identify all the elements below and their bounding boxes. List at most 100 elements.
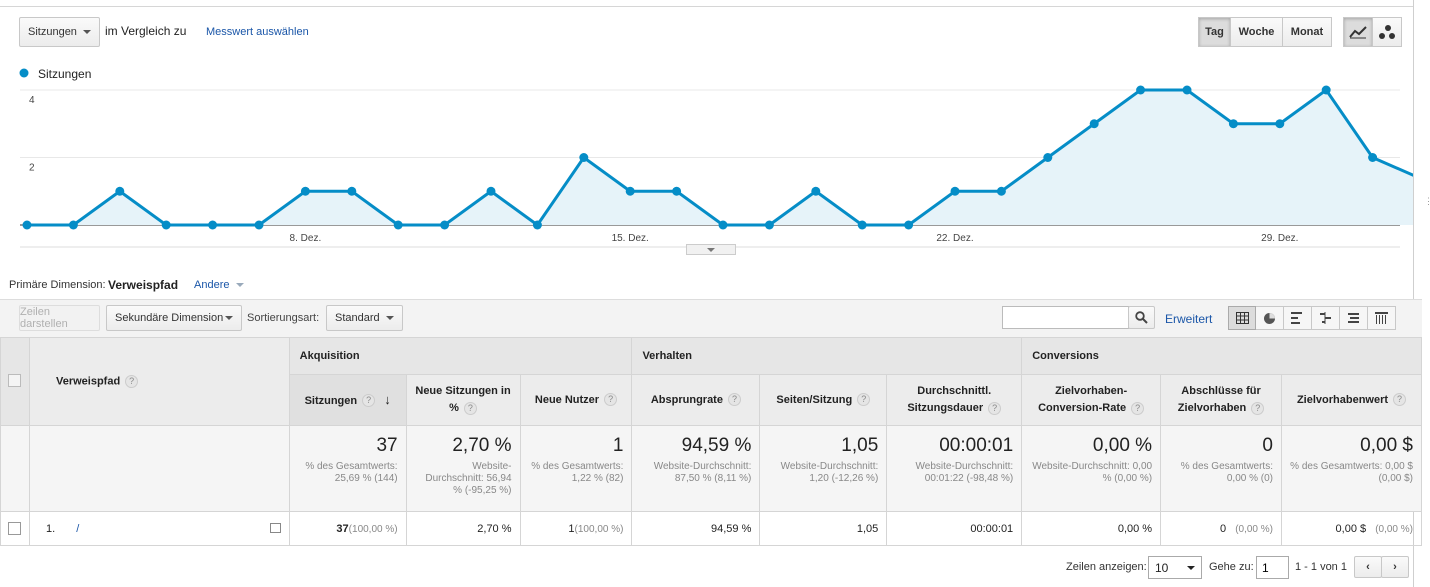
col-header-bounce-rate[interactable]: Absprungrate? bbox=[631, 374, 761, 426]
help-icon[interactable]: ? bbox=[362, 394, 376, 408]
help-icon[interactable]: ? bbox=[604, 393, 618, 407]
term-cloud-view-button[interactable] bbox=[1340, 306, 1368, 330]
col-header-new-users[interactable]: Neue Nutzer? bbox=[519, 374, 633, 426]
row-cell-new-users: 1(100,00 %) bbox=[519, 511, 633, 546]
help-icon[interactable]: ? bbox=[988, 401, 1002, 415]
total-cell: 2,70 % Website-Durchschnitt: 56,94 % (-95… bbox=[405, 425, 521, 512]
data-point bbox=[347, 186, 357, 196]
data-point bbox=[1321, 85, 1331, 95]
data-point bbox=[811, 186, 821, 196]
data-point bbox=[161, 220, 171, 230]
row-value: 37 bbox=[336, 522, 349, 535]
chart-type-toggle bbox=[1343, 17, 1402, 47]
col-header-goal-completions[interactable]: Abschlüsse für Zielvorhaben? bbox=[1160, 374, 1282, 426]
data-point bbox=[1043, 153, 1053, 162]
group-acquisition: Akquisition bbox=[288, 337, 633, 375]
col-header-conversion-rate[interactable]: Zielvorhaben-Conversion-Rate? bbox=[1021, 374, 1162, 426]
data-point bbox=[579, 153, 589, 162]
data-point bbox=[904, 220, 914, 230]
total-value: 00:00:01 bbox=[939, 435, 1014, 456]
group-conversions: Conversions bbox=[1021, 337, 1422, 375]
pivot-view-button[interactable] bbox=[1368, 306, 1396, 330]
rows-select-value: 10 bbox=[1155, 561, 1169, 575]
row-checkbox[interactable] bbox=[8, 522, 22, 535]
chevron-down-icon bbox=[83, 30, 91, 34]
comparison-view-button[interactable] bbox=[1312, 306, 1340, 330]
advanced-filter-link[interactable]: Erweitert bbox=[1165, 312, 1213, 326]
metric-select[interactable]: Sitzungen bbox=[19, 17, 100, 47]
sort-select[interactable]: Standard bbox=[326, 305, 403, 331]
help-icon[interactable]: ? bbox=[463, 401, 477, 415]
row-value: 0 bbox=[1220, 522, 1227, 535]
legend-label: Sitzungen bbox=[38, 67, 91, 81]
choose-metric-link[interactable]: Messwert auswählen bbox=[206, 26, 309, 38]
total-cell: 1,05 Website-Durchschnitt: 1,20 (-12,26 %… bbox=[759, 425, 888, 512]
row-cell-bounce: 94,59 % bbox=[631, 511, 761, 546]
rows-select[interactable]: 10 bbox=[1148, 556, 1202, 579]
col-header-label: Neue Sitzungen in % bbox=[415, 385, 511, 414]
search-button[interactable] bbox=[1128, 306, 1155, 329]
data-point bbox=[22, 220, 32, 230]
total-value: 37 bbox=[376, 435, 398, 456]
total-value: 0,00 $ bbox=[1360, 435, 1413, 456]
period-week-button[interactable]: Woche bbox=[1230, 17, 1283, 47]
total-sub: Website-Durchschnitt: 87,50 % (8,11 %) bbox=[653, 461, 752, 484]
pie-view-button[interactable] bbox=[1256, 306, 1284, 330]
primary-dimension-label: Primäre Dimension: bbox=[9, 279, 106, 291]
row-pct: (0,00 %) bbox=[1375, 523, 1413, 535]
resize-grip-icon[interactable]: ⋮ bbox=[1424, 196, 1430, 206]
period-day-button[interactable]: Tag bbox=[1198, 17, 1231, 47]
table-search-input[interactable] bbox=[1002, 306, 1129, 329]
col-header-avg-duration[interactable]: Durchschnittl. Sitzungsdauer? bbox=[886, 374, 1023, 426]
row-pct: (100,00 %) bbox=[348, 523, 398, 535]
col-header-label: Durchschnittl. Sitzungsdauer bbox=[907, 385, 992, 414]
performance-view-button[interactable] bbox=[1284, 306, 1312, 330]
total-sub: Website-Durchschnitt: 00:01:22 (-98,48 %… bbox=[915, 461, 1014, 484]
row-cell-conv-rate: 0,00 % bbox=[1021, 511, 1162, 546]
series-area bbox=[27, 90, 1419, 225]
data-point bbox=[672, 186, 682, 196]
open-external-icon[interactable] bbox=[269, 523, 281, 533]
other-dimension-link[interactable]: Andere bbox=[194, 279, 244, 291]
col-header-label: Neue Nutzer bbox=[534, 393, 600, 406]
help-icon[interactable]: ? bbox=[727, 393, 741, 407]
select-all-checkbox[interactable] bbox=[8, 374, 22, 387]
total-cell: 0 % des Gesamtwerts: 0,00 % (0) bbox=[1160, 425, 1282, 512]
chevron-down-icon bbox=[235, 283, 244, 288]
help-icon[interactable]: ? bbox=[857, 393, 871, 407]
table-view-button[interactable] bbox=[1228, 306, 1256, 330]
col-header-sessions[interactable]: Sitzungen? ↓ bbox=[288, 374, 407, 426]
total-value: 0,00 % bbox=[1092, 435, 1153, 456]
period-month-button[interactable]: Monat bbox=[1282, 17, 1332, 47]
dimension-header[interactable]: Verweispfad? bbox=[28, 337, 290, 426]
motion-chart-button[interactable] bbox=[1372, 17, 1402, 47]
x-tick-label: 8. Dez. bbox=[290, 233, 322, 244]
caret-down-icon bbox=[707, 247, 715, 252]
help-icon[interactable]: ? bbox=[1131, 401, 1145, 415]
totals-row: 37 % des Gesamtwerts: 25,69 % (144) 2,70 … bbox=[0, 425, 1422, 512]
row-path-link[interactable]: / bbox=[76, 522, 80, 535]
total-sub: % des Gesamtwerts: 0,00 $ (0,00 $) bbox=[1290, 461, 1413, 484]
goto-page-input[interactable] bbox=[1256, 556, 1289, 579]
chart-collapse-button[interactable] bbox=[686, 244, 736, 255]
line-chart-button[interactable] bbox=[1343, 17, 1373, 47]
grid-icon bbox=[1235, 312, 1249, 324]
help-icon[interactable]: ? bbox=[1393, 393, 1407, 407]
chart-svg: Sitzungen 4 2 8. Dez. 15. Dez. 22. Dez. 29. De… bbox=[19, 67, 1420, 248]
data-point bbox=[440, 220, 450, 230]
prev-page-button[interactable]: ‹ bbox=[1354, 556, 1382, 578]
col-header-goal-value[interactable]: Zielvorhabenwert? bbox=[1281, 374, 1422, 426]
col-header-pages-per-session[interactable]: Seiten/Sitzung? bbox=[759, 374, 888, 426]
secondary-dimension-select[interactable]: Sekundäre Dimension bbox=[106, 305, 242, 331]
help-icon[interactable]: ? bbox=[1251, 401, 1265, 415]
help-icon[interactable]: ? bbox=[125, 375, 139, 388]
col-header-label: Sitzungen bbox=[304, 394, 358, 407]
total-value: 2,70 % bbox=[452, 435, 512, 456]
x-tick-label: 29. Dez. bbox=[1261, 233, 1298, 244]
plot-rows-button[interactable]: Zeilen darstellen bbox=[19, 305, 100, 331]
primary-dimension-value[interactable]: Verweispfad bbox=[108, 278, 179, 292]
compare-label: im Vergleich zu bbox=[105, 24, 187, 38]
col-header-new-sessions[interactable]: Neue Sitzungen in %? bbox=[405, 374, 521, 426]
next-page-button[interactable]: › bbox=[1381, 556, 1409, 578]
pie-chart-icon bbox=[1264, 312, 1275, 324]
